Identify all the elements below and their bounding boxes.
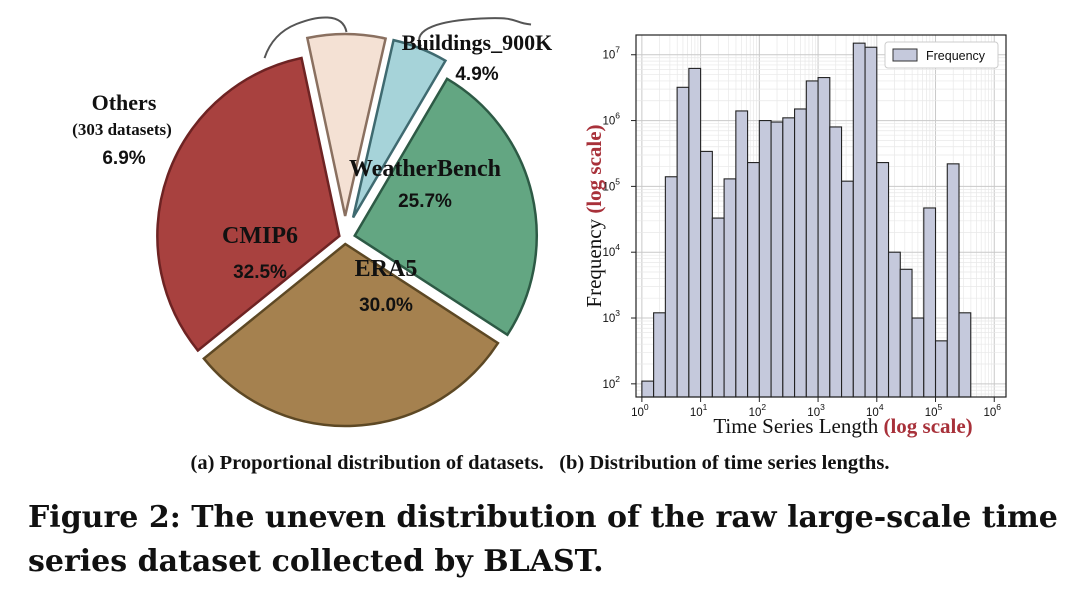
histogram-bars: [641, 42, 972, 398]
histogram-bar: [653, 312, 666, 398]
slice-era5: [202, 242, 500, 428]
subfigure-captions: (a) Proportional distribution of dataset…: [0, 452, 1080, 475]
y-tick-label: 103: [602, 308, 620, 325]
pie-label-buildings: Buildings_900K: [402, 30, 552, 55]
histogram-bar: [711, 217, 725, 398]
pie-label-weatherbench: WeatherBench: [349, 156, 501, 182]
histogram-bar: [805, 80, 819, 398]
histogram-legend: Frequency: [884, 41, 999, 69]
histogram-bar: [770, 121, 784, 398]
histogram-plot-frame: [635, 34, 1007, 398]
x-axis-label-main: Time Series Length: [713, 414, 878, 438]
legend-swatch: [892, 48, 918, 62]
histogram-bar: [794, 108, 807, 398]
histogram-bar: [747, 162, 760, 398]
histogram-chart: 100 101 102 103 104 105 106102103104105106107 …: [582, 34, 1007, 438]
pie-label-era5: ERA5: [355, 256, 418, 282]
pie-pct-weatherbench: 25.7%: [398, 191, 452, 212]
pie-chart: CMIP6 32.5% ERA5 30.0% WeatherBench 25.7…: [72, 16, 552, 428]
histogram-bar: [923, 207, 937, 398]
figure-title: Figure 2: The uneven distribution of the…: [28, 500, 1058, 579]
slice-buildings: [351, 38, 448, 219]
pie-pct-era5: 30.0%: [359, 295, 413, 316]
histogram-bar: [723, 178, 737, 398]
histogram-bar: [676, 86, 690, 398]
leader-line-others: [263, 16, 348, 59]
histogram-bar: [817, 77, 831, 398]
pie-leader-lines: [263, 16, 532, 59]
slice-others: [305, 32, 388, 217]
histogram-bar: [899, 268, 913, 398]
histogram-bar: [641, 380, 655, 398]
slice-cmip6: [156, 56, 341, 353]
x-tick-label: 100: [631, 402, 649, 419]
histogram-bar: [864, 46, 878, 398]
histogram-bar: [946, 163, 960, 398]
histogram-bar: [841, 180, 854, 398]
y-tick-label: 102: [602, 374, 620, 391]
pie-sublabel-others: (303 datasets): [72, 120, 172, 139]
histogram-bar: [934, 340, 948, 398]
histogram-bar: [829, 126, 843, 398]
x-axis-label-scale: (log scale): [883, 414, 972, 438]
histogram-bar: [876, 162, 890, 398]
histogram-bar: [688, 67, 702, 398]
histogram-bar: [887, 251, 901, 398]
pie-label-cmip6: CMIP6: [222, 223, 298, 249]
pie-pct-buildings: 4.9%: [455, 64, 498, 85]
pie-pct-others: 6.9%: [102, 148, 145, 169]
x-tick-label: 106: [983, 402, 1001, 419]
histogram-bar: [852, 42, 866, 398]
pie-label-others: Others: [92, 90, 157, 115]
caption-b: (b) Distribution of time series lengths.: [559, 452, 890, 474]
leader-line-buildings: [418, 17, 532, 48]
legend-label: Frequency: [926, 49, 986, 63]
x-tick-label: 101: [690, 402, 708, 419]
y-tick-label: 107: [602, 45, 620, 62]
histogram-bar: [911, 317, 925, 398]
histogram-bar: [700, 150, 713, 398]
slice-weatherbench: [353, 77, 538, 337]
x-axis-label: Time Series Length (log scale): [713, 414, 972, 438]
caption-a: (a) Proportional distribution of dataset…: [190, 452, 544, 474]
y-axis-label-main: Frequency: [582, 218, 606, 307]
y-axis-label: Frequency (log scale): [582, 124, 606, 307]
histogram-bar: [782, 117, 796, 398]
pie-slices: [156, 32, 538, 428]
histogram-bar: [958, 312, 972, 398]
histogram-bar: [735, 110, 749, 398]
histogram-bar: [664, 176, 678, 398]
pie-pct-cmip6: 32.5%: [233, 262, 287, 283]
y-axis-label-scale: (log scale): [582, 124, 606, 213]
histogram-bar: [758, 120, 772, 398]
